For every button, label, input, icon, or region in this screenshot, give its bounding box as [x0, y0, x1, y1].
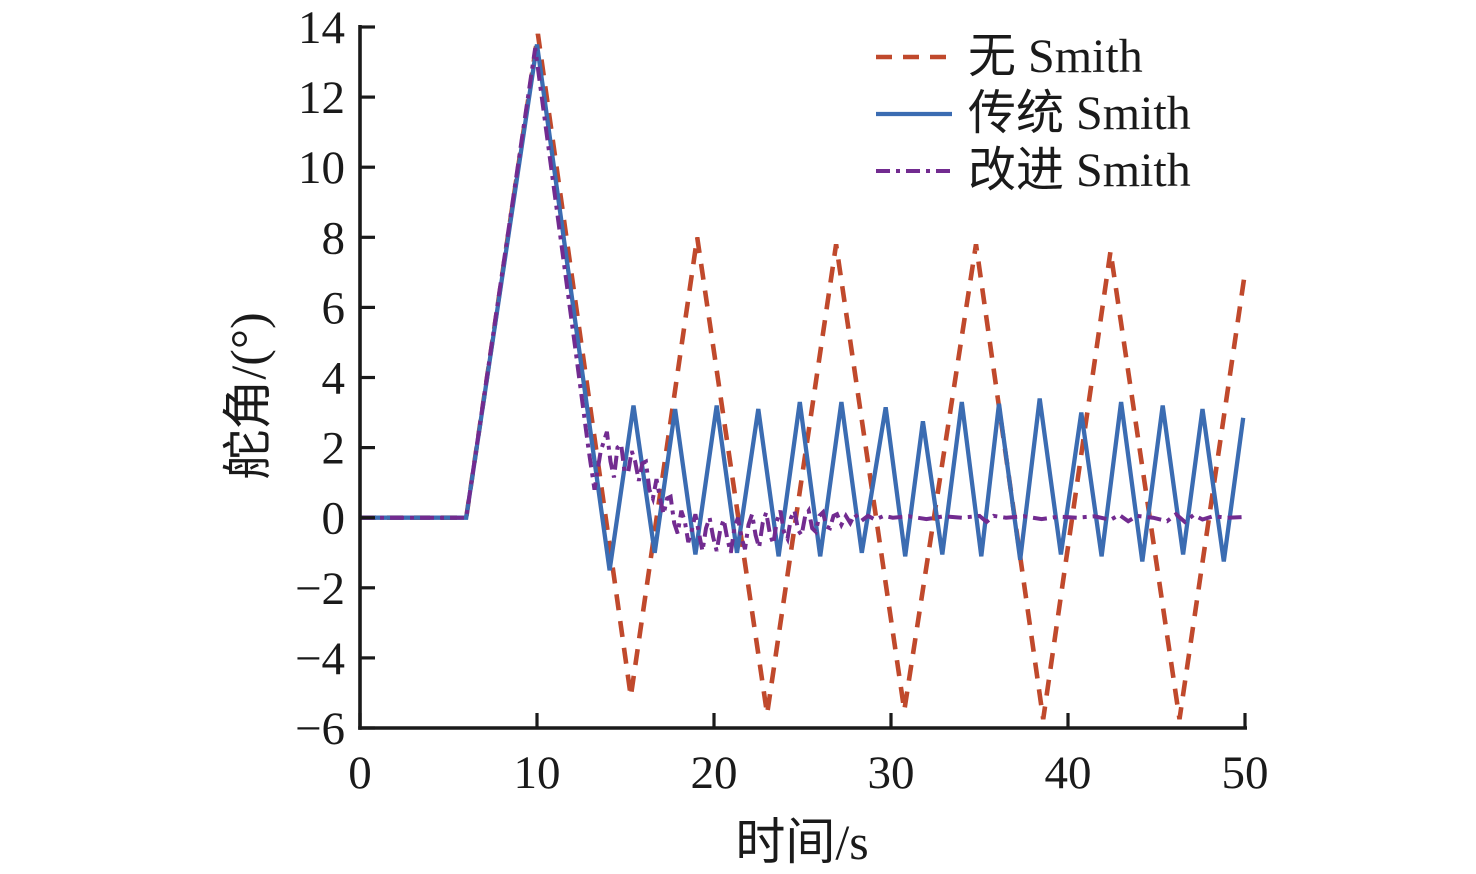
- x-tick-label: 10: [514, 747, 561, 799]
- y-tick-label: 4: [322, 353, 346, 405]
- y-tick-label: 10: [298, 142, 345, 194]
- x-tick-label: 30: [868, 747, 915, 799]
- legend-item-improved-smith: 改进 Smith: [876, 142, 1191, 199]
- y-tick-label: −6: [295, 703, 345, 755]
- series-line-1: [360, 44, 1246, 571]
- legend-line-solid: [876, 111, 952, 116]
- y-tick-label: 0: [322, 493, 346, 545]
- y-tick-label: 2: [322, 423, 346, 475]
- x-tick-label: 20: [691, 747, 738, 799]
- legend-label: 改进 Smith: [968, 143, 1191, 197]
- series-line-0: [360, 33, 1248, 720]
- legend-line-dashdot: [876, 168, 952, 173]
- series-line-2: [360, 47, 1246, 554]
- y-tick-label: 12: [298, 72, 345, 124]
- x-tick-label: 0: [348, 747, 372, 799]
- legend: 无 Smith 传统 Smith 改进 Smith: [876, 28, 1191, 199]
- y-axis-label: 舵角/(°): [220, 312, 276, 480]
- legend-item-no-smith: 无 Smith: [876, 28, 1191, 85]
- legend-label: 无 Smith: [968, 29, 1143, 83]
- y-tick-label: −2: [295, 563, 345, 615]
- y-tick-label: 14: [298, 2, 345, 54]
- legend-item-traditional-smith: 传统 Smith: [876, 85, 1191, 142]
- y-tick-label: 6: [322, 282, 346, 334]
- legend-label: 传统 Smith: [968, 86, 1191, 140]
- x-tick-label: 40: [1045, 747, 1092, 799]
- legend-line-dashed: [876, 54, 952, 59]
- y-tick-label: 8: [322, 212, 346, 264]
- x-tick-label: 50: [1222, 747, 1269, 799]
- y-tick-label: −4: [295, 633, 345, 685]
- x-axis-label: 时间/s: [735, 814, 869, 870]
